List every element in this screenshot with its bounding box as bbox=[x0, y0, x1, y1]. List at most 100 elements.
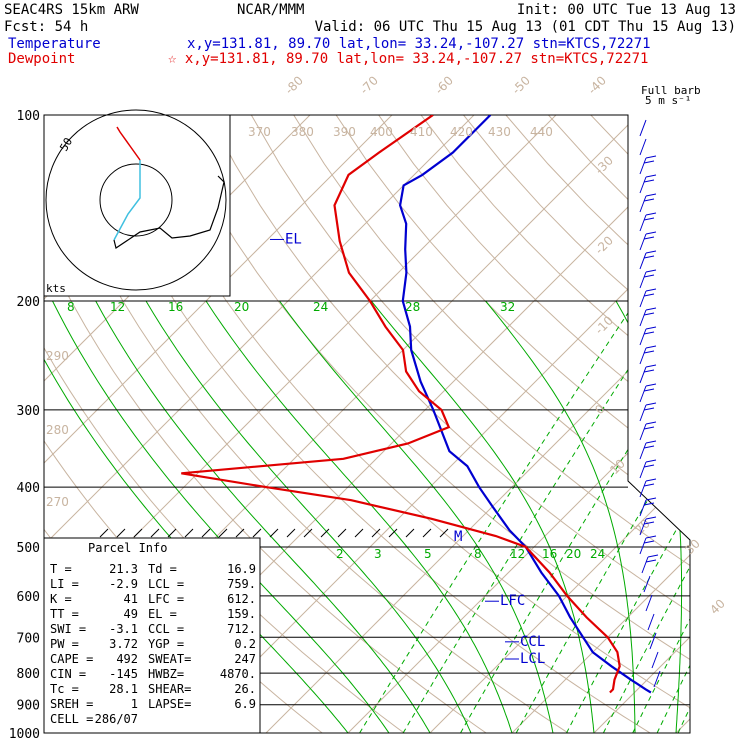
mixing-ratio-label: 24 bbox=[590, 547, 605, 561]
pressure-label-800: 800 bbox=[17, 667, 40, 682]
isotherm-line bbox=[265, 115, 690, 733]
wind-barb-flag bbox=[643, 369, 655, 373]
wind-barb-flag bbox=[645, 516, 657, 520]
parcel-param-label: LFC = bbox=[148, 592, 184, 606]
mixing-ratio-label: 20 bbox=[566, 547, 581, 561]
parcel-param-value: 492 bbox=[116, 652, 138, 666]
pressure-label-600: 600 bbox=[17, 590, 40, 605]
mixing-ratio-label: 24 bbox=[313, 300, 328, 314]
wind-barb-flag bbox=[645, 559, 657, 563]
isotherm-line bbox=[511, 115, 690, 733]
pressure-label-700: 700 bbox=[17, 631, 40, 646]
mixing-ratio-label: 5 bbox=[424, 547, 432, 561]
wind-barb-flag bbox=[645, 174, 657, 178]
parcel-param-label: CCL = bbox=[148, 622, 184, 636]
isotherm-label: -60 bbox=[432, 73, 456, 97]
parcel-param-value: 0.2 bbox=[234, 637, 256, 651]
theta-label: 430 bbox=[488, 125, 511, 139]
wind-barb bbox=[639, 231, 657, 251]
parcel-param-label: T = bbox=[50, 562, 72, 576]
mixing-ratio-line bbox=[402, 300, 674, 733]
wind-barb bbox=[639, 364, 657, 384]
parcel-param-value: 41 bbox=[124, 592, 138, 606]
wind-barb-flag bbox=[643, 445, 655, 449]
mixing-ratio-label: 28 bbox=[405, 300, 420, 314]
parcel-param-label: LI = bbox=[50, 577, 79, 591]
parcel-param-value: 49 bbox=[124, 607, 138, 621]
hodograph: 50 kts bbox=[43, 109, 231, 297]
theta-label: 280 bbox=[46, 423, 69, 437]
parcel-param-value: 759. bbox=[227, 577, 256, 591]
wind-barb bbox=[641, 554, 659, 574]
wind-barb bbox=[653, 670, 661, 688]
wind-barb-flag bbox=[645, 421, 657, 425]
level-label-el: EL bbox=[285, 231, 302, 247]
hatch-mark bbox=[320, 528, 330, 538]
dry-adiabat-line bbox=[420, 115, 690, 733]
isotherm-label: -70 bbox=[357, 73, 381, 97]
moist-adiabat-line bbox=[615, 300, 683, 733]
parcel-param-label: LAPSE= bbox=[148, 697, 191, 711]
theta-label: 410 bbox=[410, 125, 433, 139]
dry-adiabat-line bbox=[718, 115, 740, 733]
wind-barb bbox=[639, 193, 657, 213]
parcel-param-value: 247 bbox=[234, 652, 256, 666]
isotherm-line bbox=[675, 115, 690, 733]
pressure-label-900: 900 bbox=[17, 699, 40, 714]
wind-barb-flag bbox=[645, 383, 657, 387]
wind-barb-flag bbox=[643, 483, 655, 487]
wind-barb-staff bbox=[639, 176, 647, 194]
wind-barb bbox=[643, 575, 651, 593]
wind-barb-staff bbox=[639, 537, 647, 555]
wind-barb-flag bbox=[645, 326, 657, 330]
wind-barb-flag bbox=[643, 312, 655, 316]
dewpoint-curve bbox=[181, 115, 621, 694]
wind-barb bbox=[639, 288, 657, 308]
barb-key-title: Full barb bbox=[641, 84, 701, 97]
wind-barb-flag bbox=[645, 269, 657, 273]
wind-barb-flag bbox=[645, 364, 657, 368]
isotherm-label: -80 bbox=[282, 73, 306, 97]
mixing-ratio-line bbox=[632, 300, 690, 733]
parcel-param-value: 4870. bbox=[220, 667, 256, 681]
isotherm-label: 0 bbox=[592, 402, 607, 417]
level-label-lfc: LFC bbox=[500, 593, 525, 609]
wind-barb bbox=[639, 212, 657, 232]
theta-label: 400 bbox=[370, 125, 393, 139]
wind-barb-flag bbox=[645, 155, 657, 159]
wind-barb-staff bbox=[639, 404, 647, 422]
wind-barb bbox=[639, 478, 657, 498]
wind-barb-staff bbox=[639, 366, 647, 384]
wind-barb-flag bbox=[643, 198, 655, 202]
wind-barb-flag bbox=[643, 179, 655, 183]
hatch-mark bbox=[405, 528, 415, 538]
dry-adiabat-line bbox=[44, 115, 487, 733]
hatch-mark bbox=[116, 528, 126, 538]
wind-barb bbox=[645, 594, 653, 612]
mixing-ratio-label: 12 bbox=[110, 300, 125, 314]
parcel-info-panel: Parcel Info T = 21.3 Td = 16.9LI = -2.9 LCL =… bbox=[43, 537, 261, 734]
wind-barb bbox=[651, 651, 659, 669]
hodograph-units: kts bbox=[46, 282, 66, 295]
wind-barb-staff bbox=[649, 632, 657, 650]
dry-adiabat-line bbox=[208, 115, 690, 733]
mixing-ratio-label: 20 bbox=[234, 300, 249, 314]
mixing-ratio-label: 3 bbox=[374, 547, 382, 561]
dry-adiabat-line bbox=[675, 115, 690, 733]
wind-barb bbox=[639, 383, 657, 403]
isotherm-line bbox=[429, 115, 690, 733]
parcel-param-label: SREH = bbox=[50, 697, 93, 711]
wind-barb-staff bbox=[639, 138, 647, 156]
mixing-ratio-line bbox=[656, 300, 690, 733]
parcel-param-label: SWI = bbox=[50, 622, 86, 636]
wind-barb-flag bbox=[645, 345, 657, 349]
wind-barb-flag bbox=[643, 217, 655, 221]
wind-barb-flag bbox=[643, 331, 655, 335]
parcel-param-label: SHEAR= bbox=[148, 682, 191, 696]
wind-barb-staff bbox=[639, 442, 647, 460]
parcel-param-value: 26. bbox=[234, 682, 256, 696]
wind-barb-flag bbox=[643, 426, 655, 430]
hatch-mark bbox=[422, 528, 432, 538]
theta-label: 270 bbox=[46, 495, 69, 509]
wind-barb bbox=[639, 326, 657, 346]
